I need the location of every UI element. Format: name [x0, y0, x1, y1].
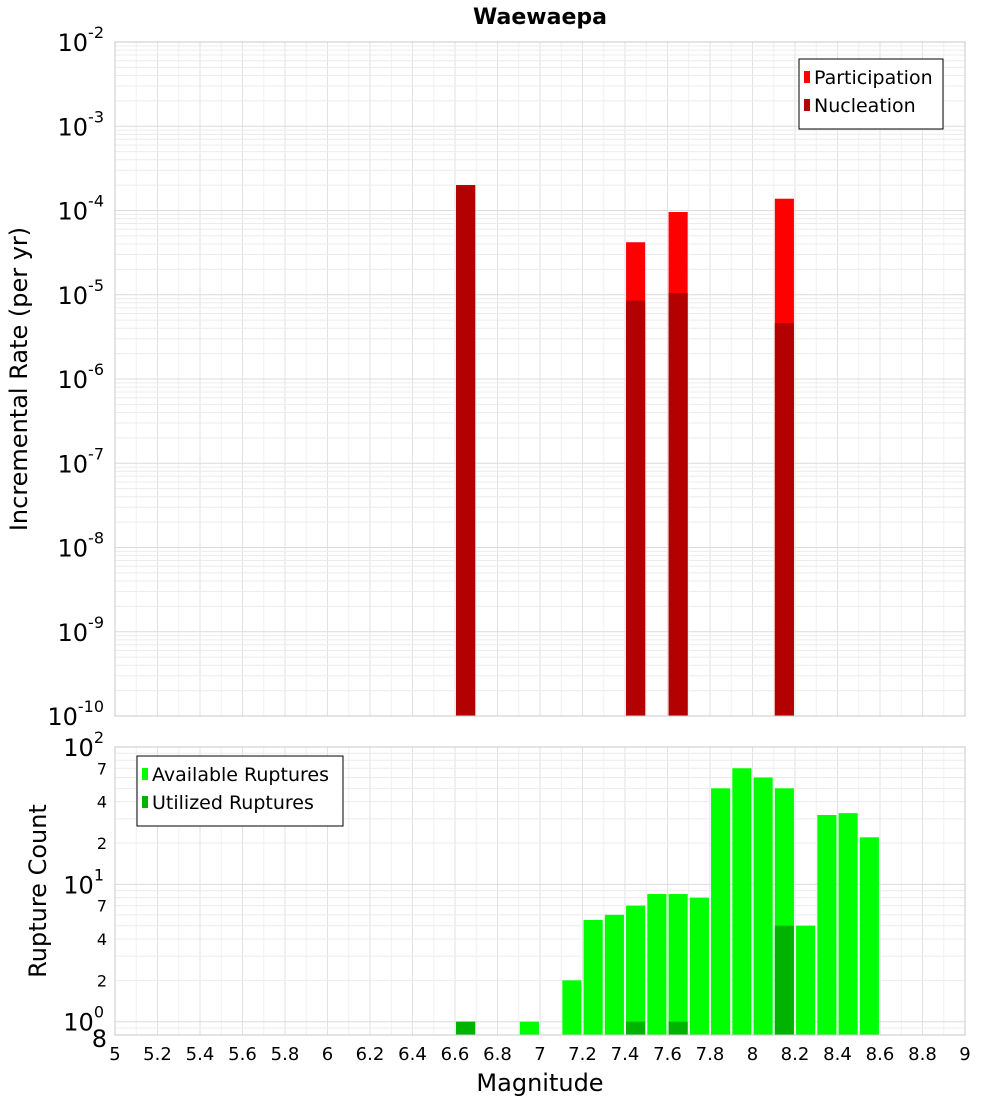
bar	[562, 980, 582, 1035]
legend-box	[136, 755, 344, 827]
y-tick-label: 10-10	[47, 697, 104, 731]
bottom-panel: 100 101 102 8 2 4 7 2 4 7 5 5.2 5.4 5.6 5.8 6 6.2 6.4 6.6…	[24, 728, 971, 1097]
x-tick-label: 5.8	[271, 1044, 300, 1065]
x-tick-label: 5.6	[228, 1044, 257, 1065]
y-tick-label: 10-5	[58, 276, 105, 310]
bar	[626, 1021, 646, 1035]
top-legend: Participation Nucleation	[798, 58, 944, 130]
bar	[456, 185, 476, 716]
bottom-bars	[456, 768, 879, 1035]
x-tick-label: 7.6	[653, 1044, 682, 1065]
legend-box	[798, 58, 944, 130]
x-tick-label: 8	[747, 1044, 758, 1065]
top-bars	[456, 185, 794, 716]
bar	[668, 292, 688, 716]
bar	[838, 813, 858, 1035]
y-tick-label: 102	[63, 728, 104, 762]
bar	[647, 894, 667, 1035]
bottom-legend: Available Ruptures Utilized Ruptures	[136, 755, 344, 827]
y-tick-label: 101	[63, 865, 104, 899]
bar	[689, 897, 709, 1035]
x-tick-labels: 5 5.2 5.4 5.6 5.8 6 6.2 6.4 6.6 6.8 7 7.2 7.4 7.6 7.8 8…	[109, 1044, 970, 1065]
chart-title: Waewaepa	[473, 5, 607, 30]
bar	[774, 925, 794, 1035]
y-tick-label-minor: 7	[97, 759, 107, 778]
y-tick-label-minor: 2	[97, 971, 107, 990]
x-tick-label: 6.6	[441, 1044, 470, 1065]
bar	[668, 894, 688, 1035]
bar	[817, 814, 837, 1035]
bar	[774, 323, 794, 716]
x-tick-label: 5.4	[186, 1044, 215, 1065]
legend-swatch	[142, 768, 148, 780]
bar	[796, 925, 816, 1035]
x-axis-label: Magnitude	[476, 1069, 603, 1097]
x-tick-label: 8.2	[781, 1044, 810, 1065]
bar	[753, 777, 773, 1035]
y-tick-label: 10-3	[58, 107, 105, 141]
y-tick-label: 10-9	[58, 613, 105, 647]
x-tick-label: 7.2	[568, 1044, 597, 1065]
x-tick-label: 8.4	[823, 1044, 852, 1065]
bar	[456, 1021, 476, 1035]
top-grid	[114, 42, 966, 717]
top-y-tick-labels: 10-10 10-9 10-8 10-7 10-6 10-5 10-4 10-3 10-2	[47, 23, 104, 731]
x-tick-label: 5.2	[143, 1044, 172, 1065]
y-tick-label: 100	[63, 1003, 104, 1037]
y-tick-label: 10-6	[58, 360, 105, 394]
legend-label: Participation	[814, 67, 933, 89]
y-tick-label: 10-8	[58, 529, 105, 563]
top-panel: 10-10 10-9 10-8 10-7 10-6 10-5 10-4 10-3 10-2 In…	[5, 23, 966, 731]
legend-swatch	[804, 71, 810, 83]
x-tick-label: 6.4	[398, 1044, 427, 1065]
bar	[668, 1021, 688, 1035]
bottom-y-tick-labels: 100 101 102 8 2 4 7 2 4 7	[63, 728, 107, 1053]
x-tick-label: 8.6	[866, 1044, 895, 1065]
legend-label: Nucleation	[814, 95, 916, 117]
y-tick-label-minor: 7	[97, 897, 107, 916]
x-tick-label: 6.8	[483, 1044, 512, 1065]
x-tick-label: 6.2	[356, 1044, 385, 1065]
y-tick-label: 10-2	[58, 23, 105, 57]
bar	[604, 914, 624, 1035]
legend-swatch	[804, 99, 810, 111]
bar	[711, 788, 731, 1035]
x-tick-label: 5	[109, 1044, 120, 1065]
x-tick-label: 7.8	[696, 1044, 725, 1065]
x-tick-label: 6	[322, 1044, 333, 1065]
y-tick-label-minor: 8	[92, 1025, 107, 1053]
bottom-plot-frame	[114, 746, 966, 1036]
bottom-y-axis-label: Rupture Count	[24, 804, 52, 978]
y-tick-label-minor: 4	[97, 793, 107, 812]
y-tick-label-minor: 2	[97, 834, 107, 853]
bar	[732, 768, 752, 1035]
bar	[626, 300, 646, 716]
bar	[519, 1021, 539, 1035]
x-tick-label: 9	[959, 1044, 970, 1065]
x-tick-label: 7	[534, 1044, 545, 1065]
legend-label: Available Ruptures	[152, 764, 329, 786]
bar	[859, 837, 879, 1035]
y-tick-label: 10-4	[58, 192, 105, 226]
bar	[583, 920, 603, 1035]
y-tick-label: 10-7	[58, 444, 105, 478]
x-tick-label: 7.4	[611, 1044, 640, 1065]
bar	[626, 905, 646, 1035]
top-plot-frame	[114, 41, 966, 717]
legend-swatch	[142, 796, 148, 808]
x-tick-label: 8.8	[908, 1044, 937, 1065]
legend-label: Utilized Ruptures	[152, 792, 314, 814]
y-tick-label-minor: 4	[97, 930, 107, 949]
top-y-axis-label: Incremental Rate (per yr)	[5, 227, 33, 531]
